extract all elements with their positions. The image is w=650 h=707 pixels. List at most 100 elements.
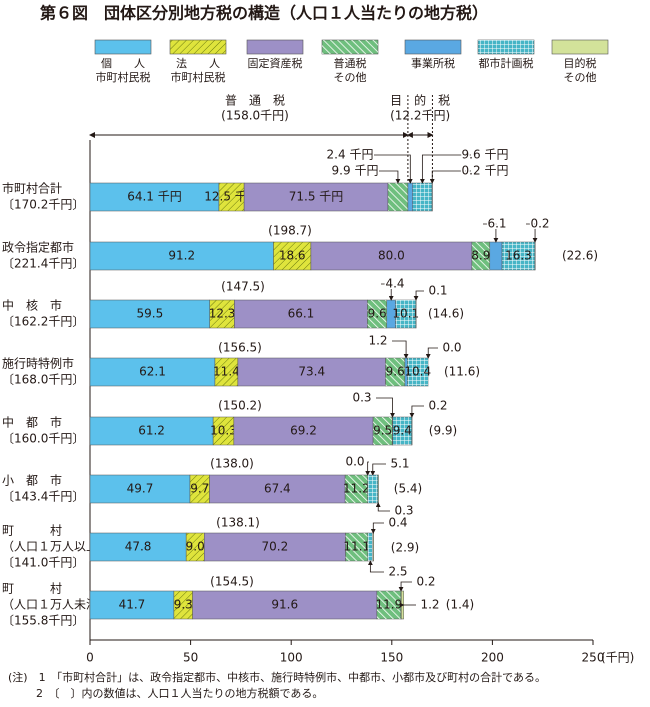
category-label: 〔162.2千円〕: [2, 315, 84, 329]
value-label: 10.1: [392, 307, 419, 321]
leader-line: [392, 341, 406, 358]
normal-total-label: (147.5): [221, 280, 265, 294]
legend-swatch: [95, 40, 151, 54]
value-label: 4.4: [385, 277, 404, 291]
bar-hatch: [413, 183, 432, 211]
value-label: 70.2: [262, 540, 289, 554]
bar-segment: [378, 475, 379, 503]
normal-total-label: (138.1): [216, 516, 260, 530]
legend-label: 固定資産税: [248, 56, 303, 70]
normal-total-label: (150.2): [218, 399, 262, 413]
value-label: 11.4: [213, 365, 240, 379]
value-label: 71.5 千円: [289, 190, 344, 204]
value-label: 11.2: [343, 482, 370, 496]
x-tick-label: 150: [380, 651, 403, 665]
purpose-total-label: (22.6): [562, 249, 598, 263]
category-label: 〔221.4千円〕: [2, 257, 84, 271]
value-label: 9.4: [393, 424, 412, 438]
value-label: 9.7: [190, 482, 209, 496]
value-label: 9.3: [174, 598, 193, 612]
category-label: 〔155.8千円〕: [2, 614, 84, 628]
bar-segment: [490, 242, 502, 270]
category-label: 〔160.0千円〕: [2, 432, 84, 446]
value-label: 0.2: [416, 575, 435, 589]
leader-line: [373, 523, 384, 533]
value-label: 47.8: [125, 540, 152, 554]
category-label: 政令指定都市: [2, 240, 74, 255]
bar-hatch: [368, 533, 373, 561]
category-label: 市町村合計: [2, 181, 62, 196]
legend-label: 目的税: [564, 56, 597, 70]
legend-label: 市町村民税: [171, 70, 226, 84]
value-label: 9.6: [368, 307, 387, 321]
purpose-total-label: (2.9): [391, 541, 419, 555]
value-label: 73.4: [298, 365, 325, 379]
bar-segment: [373, 533, 374, 561]
leader-line: [376, 398, 393, 417]
category-label: 中 核 市: [2, 298, 62, 313]
value-label: 80.0: [378, 249, 405, 263]
x-unit: (千円): [601, 651, 634, 665]
bar-segment: [401, 591, 403, 619]
category-label: 〔143.4千円〕: [2, 490, 84, 504]
value-label: 0.2: [530, 217, 549, 231]
purpose-total-label: (1.4): [446, 598, 474, 612]
value-label: 9.6 千円: [462, 148, 509, 162]
normal-total-label: (198.7): [268, 224, 312, 238]
purpose-total-label: (14.6): [428, 307, 464, 321]
category-label: 〔168.0千円〕: [2, 373, 84, 387]
category-label: 町 村: [2, 582, 62, 596]
purpose-total-label: (5.4): [394, 482, 422, 496]
value-label: 9.5: [373, 424, 392, 438]
value-label: 61.2: [138, 424, 165, 438]
x-tick-label: 200: [481, 651, 504, 665]
note: (注) 1 「市町村合計」は、政令指定都市、中核市、施行時特例市、中都市、小都市…: [8, 670, 546, 684]
category-label: 小 都 市: [2, 474, 62, 488]
category-label: 施行時特例市: [2, 356, 74, 371]
leader-line: [378, 503, 390, 511]
leader-line: [373, 464, 386, 475]
value-label: 67.4: [264, 482, 291, 496]
leader-line: [416, 291, 424, 300]
value-label: 41.7: [119, 598, 146, 612]
value-label: 9.6: [386, 365, 405, 379]
value-label: 2.4 千円: [327, 148, 374, 162]
legend-swatch: [552, 40, 608, 54]
legend-swatch: [247, 40, 303, 54]
leader-line: [368, 462, 369, 475]
value-label: 1.2: [420, 598, 439, 612]
leader-line: [401, 582, 412, 591]
value-label: 9.0: [186, 540, 205, 554]
normal-total-label: (154.5): [210, 575, 254, 589]
category-label: 〔141.0千円〕: [2, 556, 84, 570]
value-label: 2.5: [388, 565, 407, 579]
value-label: 6.1: [487, 217, 506, 231]
value-label: 91.2: [168, 249, 195, 263]
value-label: 11.9: [376, 598, 403, 612]
value-label: 9.9 千円: [332, 164, 379, 178]
value-label: 0.0: [345, 455, 364, 469]
value-label: 8.9: [471, 249, 490, 263]
value-label: 12.3: [209, 307, 236, 321]
legend-label: 法 人: [176, 57, 220, 70]
value-label: 64.1 千円: [127, 190, 182, 204]
value-label: 18.6: [279, 249, 306, 263]
value-label: 10.3: [210, 424, 237, 438]
legend-label: 事業所税: [411, 56, 455, 70]
value-label: 0.2 千円: [462, 164, 509, 178]
purpose-tax-label: 目 的 税: [390, 93, 450, 108]
category-label: 町 村: [2, 524, 62, 538]
x-tick-label: 100: [280, 651, 303, 665]
value-label: 62.1: [139, 365, 166, 379]
normal-tax-label: 普 通 税: [225, 94, 285, 108]
value-label: 59.5: [136, 307, 163, 321]
legend-label: 個 人: [101, 57, 145, 70]
purpose-total-label: (11.6): [444, 365, 480, 379]
value-label: 11.1: [343, 540, 370, 554]
category-label: 中 都 市: [2, 415, 62, 430]
bar-hatch: [368, 475, 378, 503]
value-label: 91.6: [271, 598, 298, 612]
purpose-total-label: (12.2千円): [390, 109, 450, 123]
legend-label: 都市計画税: [479, 56, 534, 70]
